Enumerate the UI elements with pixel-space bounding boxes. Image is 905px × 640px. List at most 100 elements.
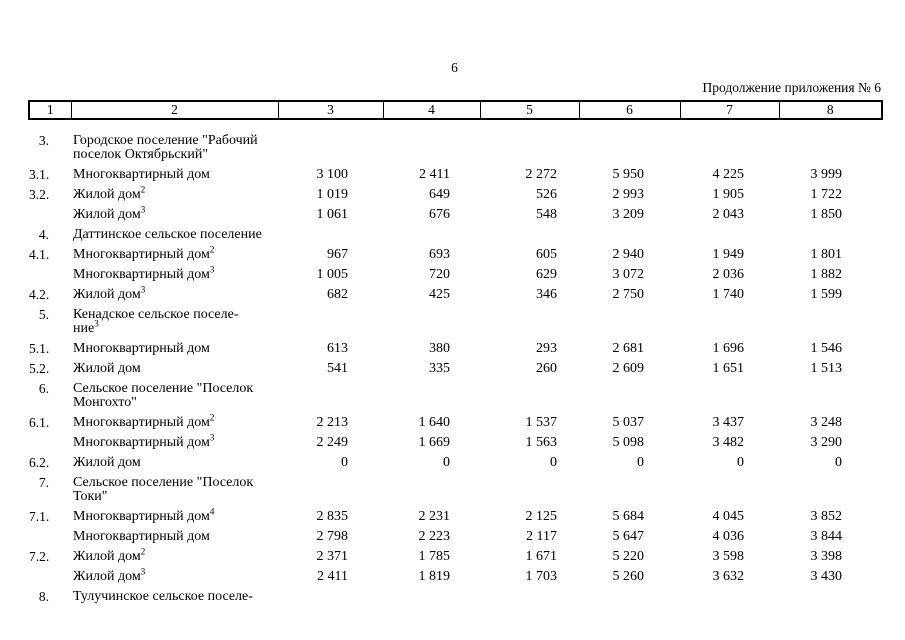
cell-value: 5 220 bbox=[612, 549, 645, 564]
cell-value: 2 272 bbox=[525, 167, 558, 182]
header-col-3: 3 bbox=[277, 100, 384, 120]
cell-value: 260 bbox=[536, 361, 557, 376]
cell-value: 1 061 bbox=[316, 207, 349, 222]
row-label: Жилой дом2 bbox=[71, 547, 278, 567]
table-row: 3.2. Жилой дом2 1 019 649 526 2 993 1 905 1 722 bbox=[29, 185, 882, 205]
cell-value: 2 213 bbox=[316, 415, 349, 430]
row-label-line: Жилой дом bbox=[73, 361, 141, 376]
row-label: Сельское поселение "Поселок Монгохто" bbox=[71, 379, 278, 413]
table-row: 4. Даттинское сельское поселение bbox=[29, 225, 882, 245]
row-number: 5. bbox=[38, 307, 49, 322]
cell-value: 629 bbox=[536, 267, 557, 282]
cell-value: 1 785 bbox=[418, 549, 451, 564]
row-label-line: Жилой дом3 bbox=[73, 566, 146, 584]
cell-value bbox=[480, 225, 579, 245]
cell-value: 3 209 bbox=[612, 207, 645, 222]
table-row: 4.2. Жилой дом3 682 425 346 2 750 1 740 1 599 bbox=[29, 285, 882, 305]
cell-value: 4 036 bbox=[712, 529, 745, 544]
row-number: 3. bbox=[38, 133, 49, 148]
table-row: 5.1. Многоквартирный дом 613 380 293 2 681 1 6… bbox=[29, 339, 882, 359]
cell-value bbox=[383, 587, 480, 607]
cell-value bbox=[579, 119, 680, 165]
cell-value: 2 609 bbox=[612, 361, 645, 376]
row-label-line: Многоквартирный дом bbox=[73, 529, 210, 544]
cell-value: 1 905 bbox=[712, 187, 745, 202]
cell-value: 1 801 bbox=[810, 247, 843, 262]
cell-value: 425 bbox=[429, 287, 450, 302]
row-label: Тулучинское сельское поселе- bbox=[71, 587, 278, 607]
row-number: 6.1. bbox=[29, 415, 50, 430]
row-label-line: Кенадское сельское поселе- bbox=[73, 307, 239, 322]
cell-value: 1 850 bbox=[810, 207, 843, 222]
row-label: Жилой дом bbox=[71, 453, 278, 473]
footnote-superscript: 2 bbox=[140, 546, 146, 557]
cell-value bbox=[480, 305, 579, 339]
data-table: 1 2 3 4 5 6 7 8 3. Городское поселение "Р… bbox=[28, 100, 883, 607]
table-row: 7. Сельское поселение "Поселок Токи" bbox=[29, 473, 882, 507]
cell-value: 4 225 bbox=[712, 167, 745, 182]
cell-value bbox=[779, 305, 882, 339]
table-row: Многоквартирный дом3 1 005 720 629 3 072 2 03… bbox=[29, 265, 882, 285]
footnote-superscript: 3 bbox=[94, 318, 99, 329]
cell-value bbox=[680, 587, 779, 607]
cell-value: 5 950 bbox=[612, 167, 645, 182]
cell-value: 613 bbox=[327, 341, 348, 356]
cell-value: 3 100 bbox=[316, 167, 349, 182]
cell-value: 676 bbox=[429, 207, 450, 222]
cell-value: 3 072 bbox=[612, 267, 645, 282]
row-label-line: Тулучинское сельское поселе- bbox=[73, 589, 253, 604]
row-label: Многоквартирный дом2 bbox=[71, 245, 278, 265]
table-row: 3. Городское поселение "Рабочий поселок Ок… bbox=[29, 119, 882, 165]
cell-value bbox=[779, 587, 882, 607]
cell-value bbox=[680, 379, 779, 413]
cell-value: 2 036 bbox=[712, 267, 745, 282]
cell-value: 1 546 bbox=[810, 341, 843, 356]
footnote-superscript: 3 bbox=[140, 566, 146, 577]
cell-value: 967 bbox=[327, 247, 348, 262]
cell-value: 0 bbox=[341, 455, 348, 470]
row-number: 6.2. bbox=[29, 455, 50, 470]
table-row: 7.2. Жилой дом2 2 371 1 785 1 671 5 220 3 598 3… bbox=[29, 547, 882, 567]
cell-value: 2 411 bbox=[317, 569, 348, 584]
row-label-line: Даттинское сельское поселение bbox=[73, 227, 262, 242]
cell-value: 346 bbox=[536, 287, 557, 302]
row-number: 7. bbox=[38, 475, 49, 490]
footnote-superscript: 3 bbox=[140, 204, 146, 215]
row-label-line: Сельское поселение "Поселок bbox=[73, 475, 254, 490]
cell-value: 720 bbox=[429, 267, 450, 282]
cell-value: 1 537 bbox=[525, 415, 558, 430]
cell-value: 3 398 bbox=[810, 549, 843, 564]
row-number: 3.2. bbox=[29, 187, 50, 202]
table-row: Многоквартирный дом3 2 249 1 669 1 563 5 098… bbox=[29, 433, 882, 453]
cell-value: 1 019 bbox=[316, 187, 349, 202]
table-row: 5.2. Жилой дом 541 335 260 2 609 1 651 1 513 bbox=[29, 359, 882, 379]
cell-value: 2 125 bbox=[525, 509, 558, 524]
footnote-superscript: 2 bbox=[140, 184, 146, 195]
row-label: Жилой дом3 bbox=[71, 285, 278, 305]
cell-value bbox=[579, 305, 680, 339]
table-row: Многоквартирный дом 2 798 2 223 2 117 5 647 4… bbox=[29, 527, 882, 547]
cell-value: 1 563 bbox=[525, 435, 558, 450]
cell-value bbox=[383, 225, 480, 245]
cell-value: 2 940 bbox=[612, 247, 645, 262]
row-number: 8. bbox=[38, 589, 49, 604]
cell-value: 2 223 bbox=[418, 529, 451, 544]
cell-value: 1 703 bbox=[525, 569, 558, 584]
table-row: 4.1. Многоквартирный дом2 967 693 605 2 940 1 … bbox=[29, 245, 882, 265]
row-label-line: Многоквартирный дом bbox=[73, 341, 210, 356]
row-label-line: Жилой дом3 bbox=[73, 284, 146, 302]
row-label-line: Сельское поселение "Поселок bbox=[73, 381, 254, 396]
cell-value: 3 482 bbox=[712, 435, 745, 450]
cell-value: 1 740 bbox=[712, 287, 745, 302]
cell-value bbox=[278, 119, 383, 165]
cell-value: 2 411 bbox=[419, 167, 450, 182]
cell-value bbox=[480, 587, 579, 607]
table-row: 5. Кенадское сельское поселе-ние3 bbox=[29, 305, 882, 339]
table-body: 3. Городское поселение "Рабочий поселок Ок… bbox=[29, 119, 882, 607]
cell-value: 2 835 bbox=[316, 509, 349, 524]
cell-value: 5 037 bbox=[612, 415, 645, 430]
cell-value: 3 248 bbox=[810, 415, 843, 430]
row-label-line: Многоквартирный дом3 bbox=[73, 264, 215, 282]
cell-value: 1 513 bbox=[810, 361, 843, 376]
